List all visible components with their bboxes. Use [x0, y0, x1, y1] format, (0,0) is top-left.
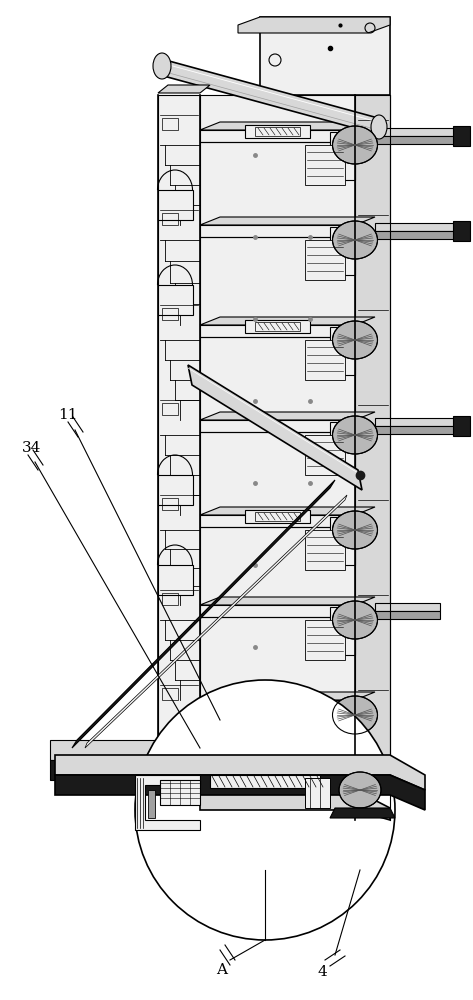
Polygon shape — [453, 221, 470, 241]
Text: 11: 11 — [58, 408, 78, 422]
Polygon shape — [50, 740, 205, 760]
Polygon shape — [375, 136, 465, 144]
Polygon shape — [158, 565, 193, 595]
Polygon shape — [260, 17, 390, 95]
Polygon shape — [55, 755, 425, 790]
Polygon shape — [245, 125, 310, 138]
Polygon shape — [330, 702, 355, 750]
Polygon shape — [200, 225, 355, 237]
Polygon shape — [210, 775, 320, 788]
Ellipse shape — [371, 115, 387, 139]
Polygon shape — [375, 426, 465, 434]
Polygon shape — [50, 760, 205, 780]
Text: A: A — [217, 963, 228, 977]
Polygon shape — [375, 418, 465, 426]
Polygon shape — [200, 95, 355, 820]
Polygon shape — [330, 327, 355, 375]
Ellipse shape — [333, 126, 377, 164]
Polygon shape — [305, 240, 345, 280]
Polygon shape — [238, 17, 390, 33]
Polygon shape — [160, 780, 200, 805]
Ellipse shape — [333, 696, 377, 734]
Polygon shape — [200, 790, 390, 820]
Polygon shape — [200, 700, 355, 712]
Polygon shape — [375, 611, 440, 619]
Polygon shape — [453, 416, 470, 436]
Polygon shape — [200, 507, 375, 515]
Polygon shape — [200, 605, 355, 617]
Polygon shape — [200, 317, 375, 325]
Polygon shape — [375, 128, 465, 136]
Polygon shape — [375, 231, 465, 239]
Polygon shape — [200, 217, 375, 225]
Polygon shape — [158, 190, 193, 220]
Polygon shape — [72, 480, 335, 748]
Polygon shape — [305, 620, 345, 660]
Ellipse shape — [333, 416, 377, 454]
Text: 34: 34 — [22, 441, 42, 455]
Polygon shape — [305, 435, 345, 475]
Polygon shape — [158, 285, 193, 315]
Polygon shape — [330, 227, 355, 275]
Polygon shape — [375, 223, 465, 231]
Polygon shape — [200, 515, 355, 527]
Polygon shape — [200, 122, 375, 130]
Polygon shape — [330, 132, 355, 180]
Polygon shape — [375, 603, 440, 611]
Polygon shape — [135, 775, 200, 830]
Polygon shape — [200, 412, 375, 420]
Polygon shape — [200, 597, 375, 605]
Polygon shape — [305, 778, 330, 808]
Text: 4: 4 — [317, 965, 327, 979]
Polygon shape — [158, 85, 210, 93]
Polygon shape — [305, 530, 345, 570]
Polygon shape — [245, 695, 310, 708]
Polygon shape — [158, 95, 200, 790]
Polygon shape — [245, 510, 310, 523]
Polygon shape — [200, 130, 355, 142]
Polygon shape — [330, 517, 355, 565]
Ellipse shape — [339, 772, 381, 808]
Polygon shape — [330, 607, 355, 655]
Ellipse shape — [153, 53, 171, 79]
Ellipse shape — [333, 321, 377, 359]
Polygon shape — [305, 340, 345, 380]
Polygon shape — [158, 58, 380, 135]
Polygon shape — [148, 790, 155, 818]
Polygon shape — [245, 320, 310, 333]
Polygon shape — [453, 126, 470, 146]
Polygon shape — [355, 95, 390, 820]
Polygon shape — [200, 325, 355, 337]
Ellipse shape — [333, 511, 377, 549]
Polygon shape — [305, 715, 345, 755]
Polygon shape — [55, 775, 425, 810]
Ellipse shape — [333, 221, 377, 259]
Polygon shape — [188, 365, 362, 490]
Polygon shape — [305, 145, 345, 185]
Polygon shape — [85, 495, 347, 748]
Polygon shape — [200, 692, 375, 700]
Ellipse shape — [333, 601, 377, 639]
Polygon shape — [330, 422, 355, 470]
Polygon shape — [200, 420, 355, 432]
Circle shape — [135, 680, 395, 940]
Polygon shape — [330, 808, 395, 818]
Polygon shape — [158, 475, 193, 505]
